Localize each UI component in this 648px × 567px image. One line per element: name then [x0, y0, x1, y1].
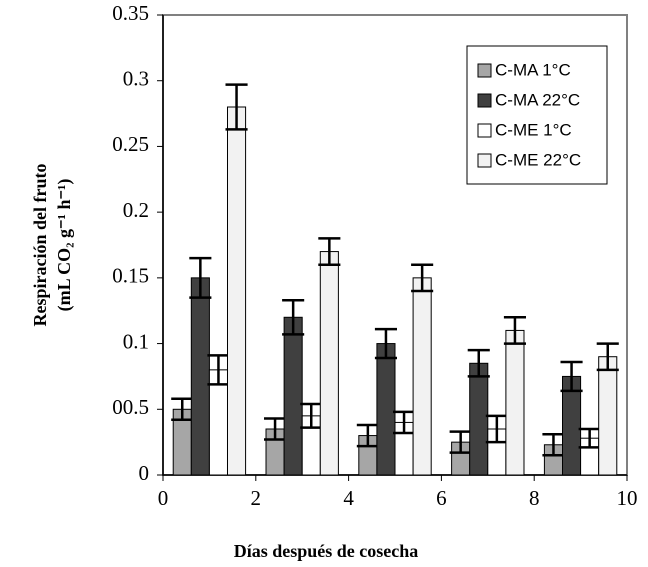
- error-bar: [300, 402, 323, 429]
- error-bar: [318, 237, 341, 266]
- error-bar: [171, 397, 194, 422]
- error-bar: [503, 316, 526, 345]
- error-bar: [393, 410, 416, 435]
- error-bar: [189, 256, 212, 299]
- bar: [505, 329, 525, 476]
- y-tick-label: 00.5: [112, 395, 149, 419]
- legend-label: C-MA 22°C: [495, 90, 580, 109]
- bar: [598, 356, 618, 476]
- legend-label: C-ME 1°C: [495, 120, 572, 139]
- error-bar: [542, 433, 565, 457]
- bar: [376, 343, 396, 476]
- y-tick-label: 0.25: [112, 132, 149, 156]
- x-axis-label: Días después de cosecha: [234, 541, 419, 561]
- x-tick-label: 0: [158, 486, 169, 510]
- error-bar: [374, 327, 397, 360]
- error-bar: [264, 417, 287, 441]
- bar: [283, 316, 303, 476]
- bar: [412, 277, 432, 476]
- error-bar: [225, 83, 248, 131]
- error-bar: [578, 427, 601, 449]
- x-tick-label: 10: [617, 486, 638, 510]
- x-tick-label: 6: [436, 486, 447, 510]
- y-axis-label: (mL CO₂ g⁻¹ h⁻¹): [54, 179, 75, 312]
- y-tick-label: 0.1: [123, 329, 149, 353]
- error-bar: [207, 354, 230, 386]
- legend-swatch: [477, 93, 492, 108]
- error-bar: [560, 360, 583, 393]
- legend-swatch: [477, 63, 492, 78]
- bar: [208, 369, 228, 476]
- y-tick-label: 0.15: [112, 264, 149, 288]
- legend-label: C-ME 22°C: [495, 150, 581, 169]
- x-tick-label: 4: [343, 486, 354, 510]
- error-bar: [282, 298, 305, 336]
- legend-label: C-MA 1°C: [495, 60, 571, 79]
- error-bar: [356, 423, 379, 448]
- bar: [190, 277, 210, 476]
- error-bar: [596, 342, 619, 372]
- y-tick-label: 0: [139, 461, 150, 485]
- error-bar: [449, 430, 472, 454]
- y-tick-label: 0.3: [123, 67, 149, 91]
- bar: [226, 106, 247, 476]
- error-bar: [467, 348, 490, 378]
- legend-swatch: [477, 123, 492, 138]
- x-tick-label: 8: [529, 486, 540, 510]
- y-tick-label: 0.35: [112, 1, 149, 25]
- y-axis-label: Respiración del fruto: [30, 164, 50, 327]
- error-bar: [485, 414, 508, 444]
- error-bar: [411, 263, 434, 293]
- legend-swatch: [477, 153, 492, 168]
- bar: [469, 362, 489, 476]
- bar: [319, 251, 339, 476]
- x-tick-label: 2: [251, 486, 262, 510]
- y-tick-label: 0.2: [123, 198, 149, 222]
